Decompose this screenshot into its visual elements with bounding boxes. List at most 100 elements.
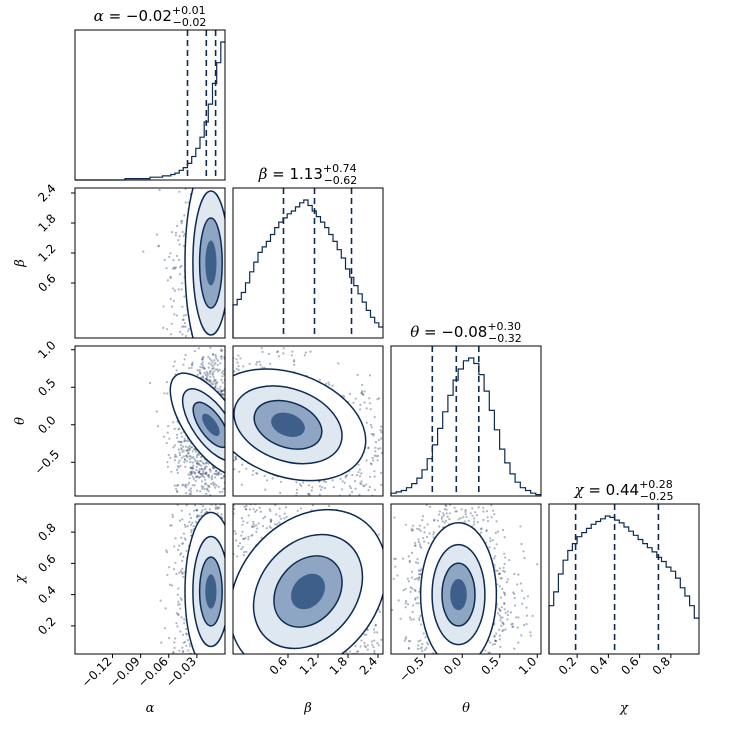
scatter-point: [202, 377, 205, 380]
scatter-point: [303, 354, 306, 357]
scatter-point: [216, 359, 219, 362]
scatter-point: [191, 361, 194, 364]
scatter-point: [205, 471, 208, 474]
scatter-point: [292, 360, 296, 363]
scatter-point: [257, 522, 260, 525]
scatter-point: [185, 460, 188, 463]
scatter-point: [267, 352, 271, 356]
scatter-point: [181, 567, 184, 571]
scatter-point: [369, 462, 372, 465]
scatter-point: [284, 506, 288, 509]
scatter-point: [213, 363, 216, 366]
scatter-point: [182, 234, 185, 237]
scatter-point: [234, 456, 237, 459]
scatter-point: [185, 486, 188, 489]
scatter-point: [204, 508, 207, 511]
scatter-point: [173, 545, 176, 548]
scatter-point: [171, 513, 174, 516]
scatter-point: [237, 365, 240, 368]
scatter-point: [486, 516, 489, 519]
scatter-point: [193, 448, 196, 451]
scatter-point: [498, 634, 501, 637]
scatter-point: [180, 509, 183, 512]
scatter-point: [190, 363, 194, 366]
scatter-point: [183, 295, 186, 298]
scatter-point: [158, 189, 161, 192]
scatter-point: [240, 483, 243, 486]
scatter-point: [349, 487, 353, 490]
scatter-point: [357, 471, 360, 474]
scatter-point: [178, 459, 181, 462]
scatter-point: [377, 438, 381, 442]
scatter-point: [304, 351, 307, 354]
scatter-point: [337, 362, 340, 365]
scatter-point: [196, 515, 199, 518]
scatter-point: [269, 520, 272, 523]
scatter-point: [188, 444, 191, 447]
scatter-point: [348, 485, 351, 488]
scatter-point: [511, 625, 514, 628]
scatter-point: [308, 492, 311, 495]
scatter-point: [200, 511, 203, 514]
scatter-point: [218, 388, 221, 391]
scatter-point: [170, 231, 173, 234]
scatter-point: [505, 581, 509, 584]
scatter-point: [198, 468, 201, 471]
scatter-point: [200, 467, 203, 471]
scatter-point: [182, 449, 185, 452]
scatter-point: [235, 539, 238, 542]
scatter-point: [168, 437, 171, 440]
scatter-point: [204, 482, 208, 485]
scatter-point: [180, 536, 183, 539]
scatter-point: [174, 234, 177, 237]
scatter-point: [183, 523, 186, 527]
scatter-point: [205, 492, 208, 496]
scatter-point: [189, 466, 192, 469]
scatter-point: [369, 402, 372, 405]
panel-frame: [74, 503, 226, 655]
scatter-point: [356, 650, 359, 653]
scatter-point: [185, 449, 188, 452]
scatter-point: [173, 427, 176, 430]
scatter-point: [208, 379, 211, 382]
scatter-point: [206, 376, 209, 379]
scatter-point: [171, 305, 174, 308]
scatter-point: [420, 568, 423, 571]
scatter-point: [187, 440, 190, 443]
scatter-point: [176, 593, 179, 597]
scatter-point: [210, 363, 213, 366]
scatter-point: [184, 201, 187, 204]
scatter-point: [210, 482, 213, 485]
scatter-point: [191, 475, 194, 478]
scatter-point: [177, 239, 180, 242]
panel-beta_theta: [232, 345, 384, 497]
scatter-point: [278, 521, 281, 524]
scatter-point: [506, 613, 509, 617]
scatter-point: [210, 476, 213, 479]
scatter-point: [178, 519, 181, 522]
scatter-point: [195, 468, 198, 472]
scatter-point: [323, 487, 327, 490]
scatter-point: [371, 643, 374, 646]
scatter-point: [175, 487, 178, 490]
scatter-point: [214, 506, 218, 509]
scatter-point: [215, 469, 218, 472]
scatter-point: [376, 398, 379, 401]
scatter-point: [172, 299, 175, 302]
scatter-point: [367, 489, 370, 492]
scatter-point: [265, 527, 268, 530]
scatter-point: [174, 453, 177, 456]
scatter-point: [214, 354, 217, 357]
scatter-point: [187, 452, 190, 455]
scatter-point: [374, 440, 378, 444]
scatter-point: [252, 508, 255, 511]
scatter-point: [351, 490, 354, 494]
scatter-point: [178, 258, 181, 261]
scatter-point: [465, 515, 468, 519]
scatter-point: [441, 515, 444, 518]
scatter-point: [195, 508, 198, 511]
scatter-point: [529, 634, 532, 637]
scatter-point: [448, 518, 451, 521]
scatter-point: [344, 476, 347, 479]
scatter-point: [323, 480, 326, 483]
